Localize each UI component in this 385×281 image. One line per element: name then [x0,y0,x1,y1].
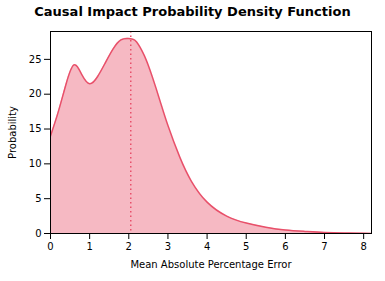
svg-text:5: 5 [243,241,249,252]
svg-text:10: 10 [29,158,42,169]
svg-text:25: 25 [29,54,42,65]
svg-text:3: 3 [165,241,171,252]
svg-text:Mean Absolute Percentage Error: Mean Absolute Percentage Error [130,259,292,270]
svg-text:20: 20 [29,88,42,99]
svg-text:0: 0 [35,228,41,239]
svg-text:6: 6 [282,241,288,252]
svg-text:5: 5 [35,193,41,204]
html-text:Causal Impact Probability Dens: Causal Impact Probability Density Functi… [34,4,351,19]
svg-text:4: 4 [204,241,210,252]
svg-text:Probability: Probability [7,106,18,159]
svg-text:1: 1 [86,241,92,252]
svg-text:0: 0 [47,241,53,252]
svg-text:8: 8 [360,241,366,252]
svg-text:15: 15 [29,123,42,134]
svg-text:7: 7 [321,241,327,252]
svg-text:2: 2 [126,241,132,252]
